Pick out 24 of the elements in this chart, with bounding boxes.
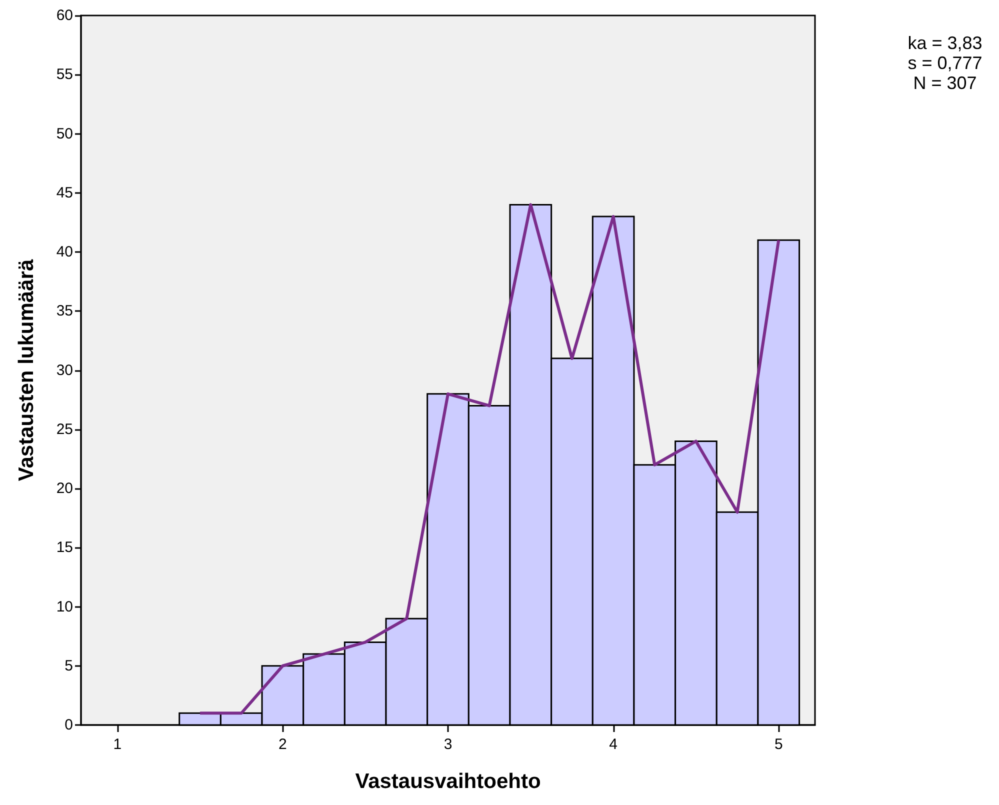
text: s = 0,777 xyxy=(908,53,982,73)
x-tick-label: 5 xyxy=(774,736,783,753)
line-series xyxy=(198,203,780,715)
y-tick-label: 60 xyxy=(56,7,73,24)
y-tick-label: 5 xyxy=(64,657,73,674)
x-tick-label: 2 xyxy=(278,736,287,753)
y-tick-label: 35 xyxy=(56,302,73,320)
y-tick-label: 30 xyxy=(56,362,73,379)
y-tick-label: 45 xyxy=(56,184,73,202)
y-tick-label: 10 xyxy=(56,598,73,616)
x-tick-label: 3 xyxy=(444,736,452,753)
text: ka = 3,83 xyxy=(908,33,982,53)
y-tick-label: 20 xyxy=(56,480,73,497)
text: N = 307 xyxy=(913,73,977,93)
y-tick-label: 15 xyxy=(56,539,73,556)
y-axis-title: Vastausten lukumäärä xyxy=(15,259,38,482)
y-tick-label: 50 xyxy=(56,125,73,142)
x-axis-title: Vastausvaihtoehto xyxy=(355,770,541,793)
y-tick-label: 0 xyxy=(64,716,73,734)
y-tick-label: 40 xyxy=(56,244,73,260)
x-tick-label: 4 xyxy=(609,736,618,753)
y-tick-label: 25 xyxy=(56,420,73,438)
y-tick-label: 55 xyxy=(56,66,73,84)
x-tick-label: 1 xyxy=(113,736,122,753)
